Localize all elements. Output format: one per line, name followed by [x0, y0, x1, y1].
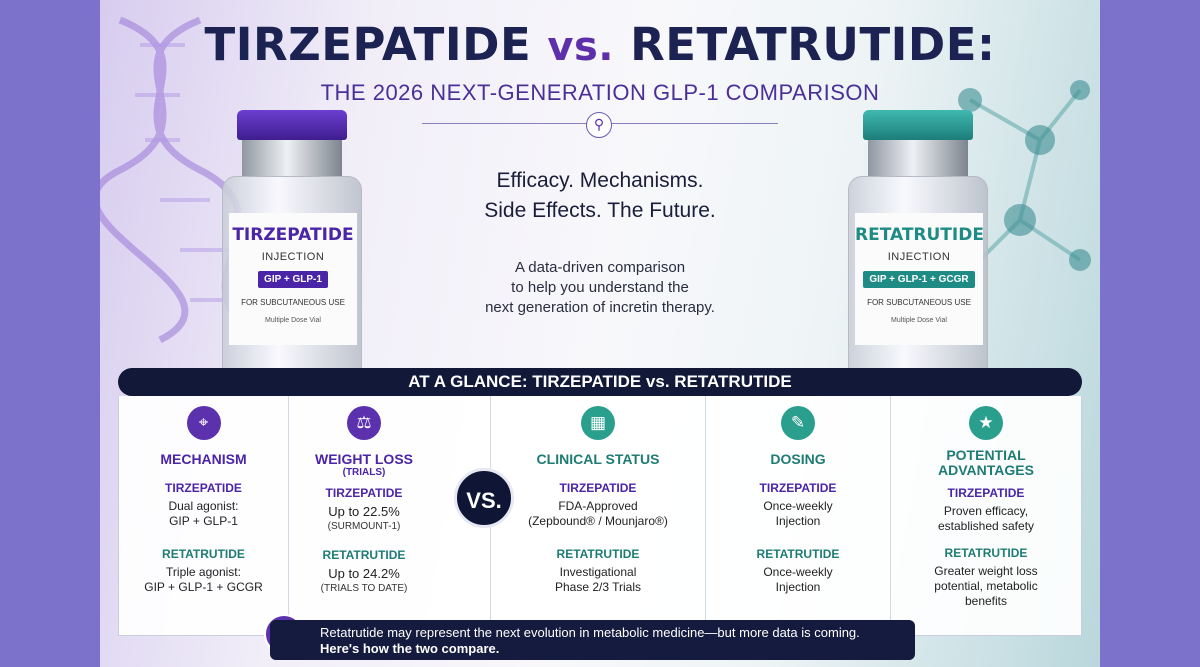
- column-heading: MECHANISM: [160, 451, 247, 467]
- column-heading: WEIGHT LOSS: [315, 451, 413, 467]
- weight-loss-inner: ⚖ WEIGHT LOSS (TRIALS) TIRZEPATIDE Up to…: [289, 406, 439, 594]
- target-icon: ⌖: [186, 406, 221, 440]
- tirzepatide-value: GIP + GLP-1: [169, 514, 238, 528]
- tirzepatide-label: TIRZEPATIDE: [947, 486, 1025, 500]
- tirzepatide-value: (Zepbound® / Mounjaro®): [528, 514, 668, 528]
- heading-line: ADVANTAGES: [938, 462, 1034, 478]
- comparison-panel: ⌖ MECHANISM TIRZEPATIDE Dual agonist: GI…: [118, 396, 1082, 636]
- retatrutide-value: Investigational: [559, 565, 637, 579]
- column-potential-advantages: ★ POTENTIAL ADVANTAGES TIRZEPATIDE Prove…: [891, 396, 1081, 632]
- vial-body: RETATRUTIDE INJECTION GIP + GLP-1 + GCGR…: [848, 176, 988, 390]
- retatrutide-label: RETATRUTIDE: [556, 547, 640, 561]
- intro-line: A data-driven comparison: [514, 259, 686, 276]
- page-title: TIRZEPATIDE vs. RETATRUTIDE:: [100, 18, 1100, 71]
- vial-drug-name: TIRZEPATIDE: [232, 225, 354, 245]
- vial-use-text: FOR SUBCUTANEOUS USE: [241, 298, 345, 307]
- retatrutide-value: Greater weight loss: [934, 564, 1038, 578]
- retatrutide-value: benefits: [964, 594, 1008, 608]
- tirzepatide-value: Dual agonist:: [168, 499, 239, 513]
- tirzepatide-value: Once-weekly: [763, 499, 833, 513]
- footer-line-bold: Here's how the two compare.: [320, 641, 901, 657]
- footer-callout: Retatrutide may represent the next evolu…: [270, 620, 915, 660]
- tirzepatide-value: established safety: [937, 519, 1035, 533]
- retatrutide-value: Injection: [775, 580, 821, 594]
- vs-badge: VS.: [454, 468, 514, 528]
- intro-line: next generation of incretin therapy.: [485, 299, 715, 316]
- scale-icon: ⚖: [347, 406, 381, 440]
- retatrutide-note: (TRIALS TO DATE): [320, 583, 408, 594]
- column-heading: CLINICAL STATUS: [536, 451, 660, 467]
- star-icon: ★: [969, 406, 1003, 440]
- column-clinical-status: ▦ CLINICAL STATUS TIRZEPATIDE FDA-Approv…: [491, 396, 706, 632]
- retatrutide-label: RETATRUTIDE: [162, 547, 245, 561]
- vial-label: TIRZEPATIDE INJECTION GIP + GLP-1 FOR SU…: [229, 213, 357, 345]
- column-subheading: (TRIALS): [342, 467, 386, 478]
- vial-neck: [242, 140, 342, 176]
- infographic: TIRZEPATIDE vs. RETATRUTIDE: THE 2026 NE…: [100, 0, 1100, 667]
- vial-injection-text: INJECTION: [887, 251, 951, 263]
- tagline: Efficacy. Mechanisms. Side Effects. The …: [100, 166, 1100, 226]
- vial-injection-text: INJECTION: [261, 251, 325, 263]
- retatrutide-value: Up to 24.2%: [328, 566, 400, 581]
- tirzepatide-note: (SURMOUNT-1): [327, 521, 401, 532]
- tagline-line: Side Effects. The Future.: [484, 199, 716, 222]
- tirzepatide-label: TIRZEPATIDE: [759, 481, 837, 495]
- heading-line: POTENTIAL: [946, 447, 1026, 463]
- footer-bold-text: Here's how the two compare.: [320, 641, 500, 656]
- vial-label: RETATRUTIDE INJECTION GIP + GLP-1 + GCGR…: [855, 213, 984, 345]
- vial-body: TIRZEPATIDE INJECTION GIP + GLP-1 FOR SU…: [222, 176, 362, 390]
- tagline-line: Efficacy. Mechanisms.: [496, 169, 704, 192]
- column-dosing: ✎ DOSING TIRZEPATIDE Once-weekly Injecti…: [706, 396, 891, 632]
- vial-neck: [868, 140, 968, 176]
- syringe-icon: ✎: [781, 406, 815, 440]
- retatrutide-label: RETATRUTIDE: [322, 548, 406, 562]
- at-a-glance-header: AT A GLANCE: TIRZEPATIDE vs. RETATRUTIDE: [118, 368, 1082, 396]
- title-drug-b: RETATRUTIDE:: [630, 18, 996, 71]
- title-drug-a: TIRZEPATIDE: [204, 18, 532, 71]
- intro-line: to help you understand the: [511, 279, 689, 296]
- vial-tirzepatide: TIRZEPATIDE INJECTION GIP + GLP-1 FOR SU…: [222, 110, 362, 396]
- vial-cap: [863, 110, 973, 140]
- vial-dose-text: Multiple Dose Vial: [265, 317, 321, 324]
- calendar-icon: ▦: [581, 406, 615, 440]
- tirzepatide-label: TIRZEPATIDE: [559, 481, 637, 495]
- retatrutide-value: Once-weekly: [763, 565, 833, 579]
- footer-line: Retatrutide may represent the next evolu…: [320, 625, 860, 640]
- tirzepatide-value: FDA-Approved: [558, 499, 638, 513]
- retatrutide-label: RETATRUTIDE: [944, 546, 1028, 560]
- column-heading: DOSING: [770, 451, 826, 467]
- left-border: [0, 0, 100, 667]
- retatrutide-value: Triple agonist:: [166, 565, 241, 579]
- vial-mechanism-badge: GIP + GLP-1 + GCGR: [863, 271, 975, 288]
- tirzepatide-label: TIRZEPATIDE: [325, 486, 403, 500]
- vial-retatrutide: RETATRUTIDE INJECTION GIP + GLP-1 + GCGR…: [848, 110, 988, 396]
- retatrutide-value: Phase 2/3 Trials: [554, 580, 642, 594]
- tirzepatide-value: Proven efficacy,: [943, 504, 1029, 518]
- vial-dose-text: Multiple Dose Vial: [891, 317, 947, 324]
- vial-use-text: FOR SUBCUTANEOUS USE: [867, 298, 971, 307]
- page-subtitle: THE 2026 NEXT-GENERATION GLP-1 COMPARISO…: [320, 80, 880, 105]
- tirzepatide-label: TIRZEPATIDE: [165, 481, 242, 495]
- vial-cap: [237, 110, 347, 140]
- title-vs: vs.: [547, 24, 614, 70]
- column-heading: POTENTIAL ADVANTAGES: [891, 448, 1081, 478]
- retatrutide-label: RETATRUTIDE: [756, 547, 840, 561]
- column-weight-loss: ⚖ WEIGHT LOSS (TRIALS) TIRZEPATIDE Up to…: [289, 396, 491, 632]
- tirzepatide-value: Up to 22.5%: [328, 504, 400, 519]
- column-mechanism: ⌖ MECHANISM TIRZEPATIDE Dual agonist: GI…: [119, 396, 289, 632]
- retatrutide-value: GIP + GLP-1 + GCGR: [144, 580, 263, 594]
- intro-text: A data-driven comparison to help you und…: [100, 258, 1100, 318]
- tirzepatide-value: Injection: [775, 514, 821, 528]
- vial-mechanism-badge: GIP + GLP-1: [258, 271, 328, 288]
- right-border: [1100, 0, 1200, 667]
- vial-drug-name: RETATRUTIDE: [855, 225, 984, 245]
- retatrutide-value: potential, metabolic: [934, 579, 1038, 593]
- link-icon: ⚲: [586, 112, 612, 138]
